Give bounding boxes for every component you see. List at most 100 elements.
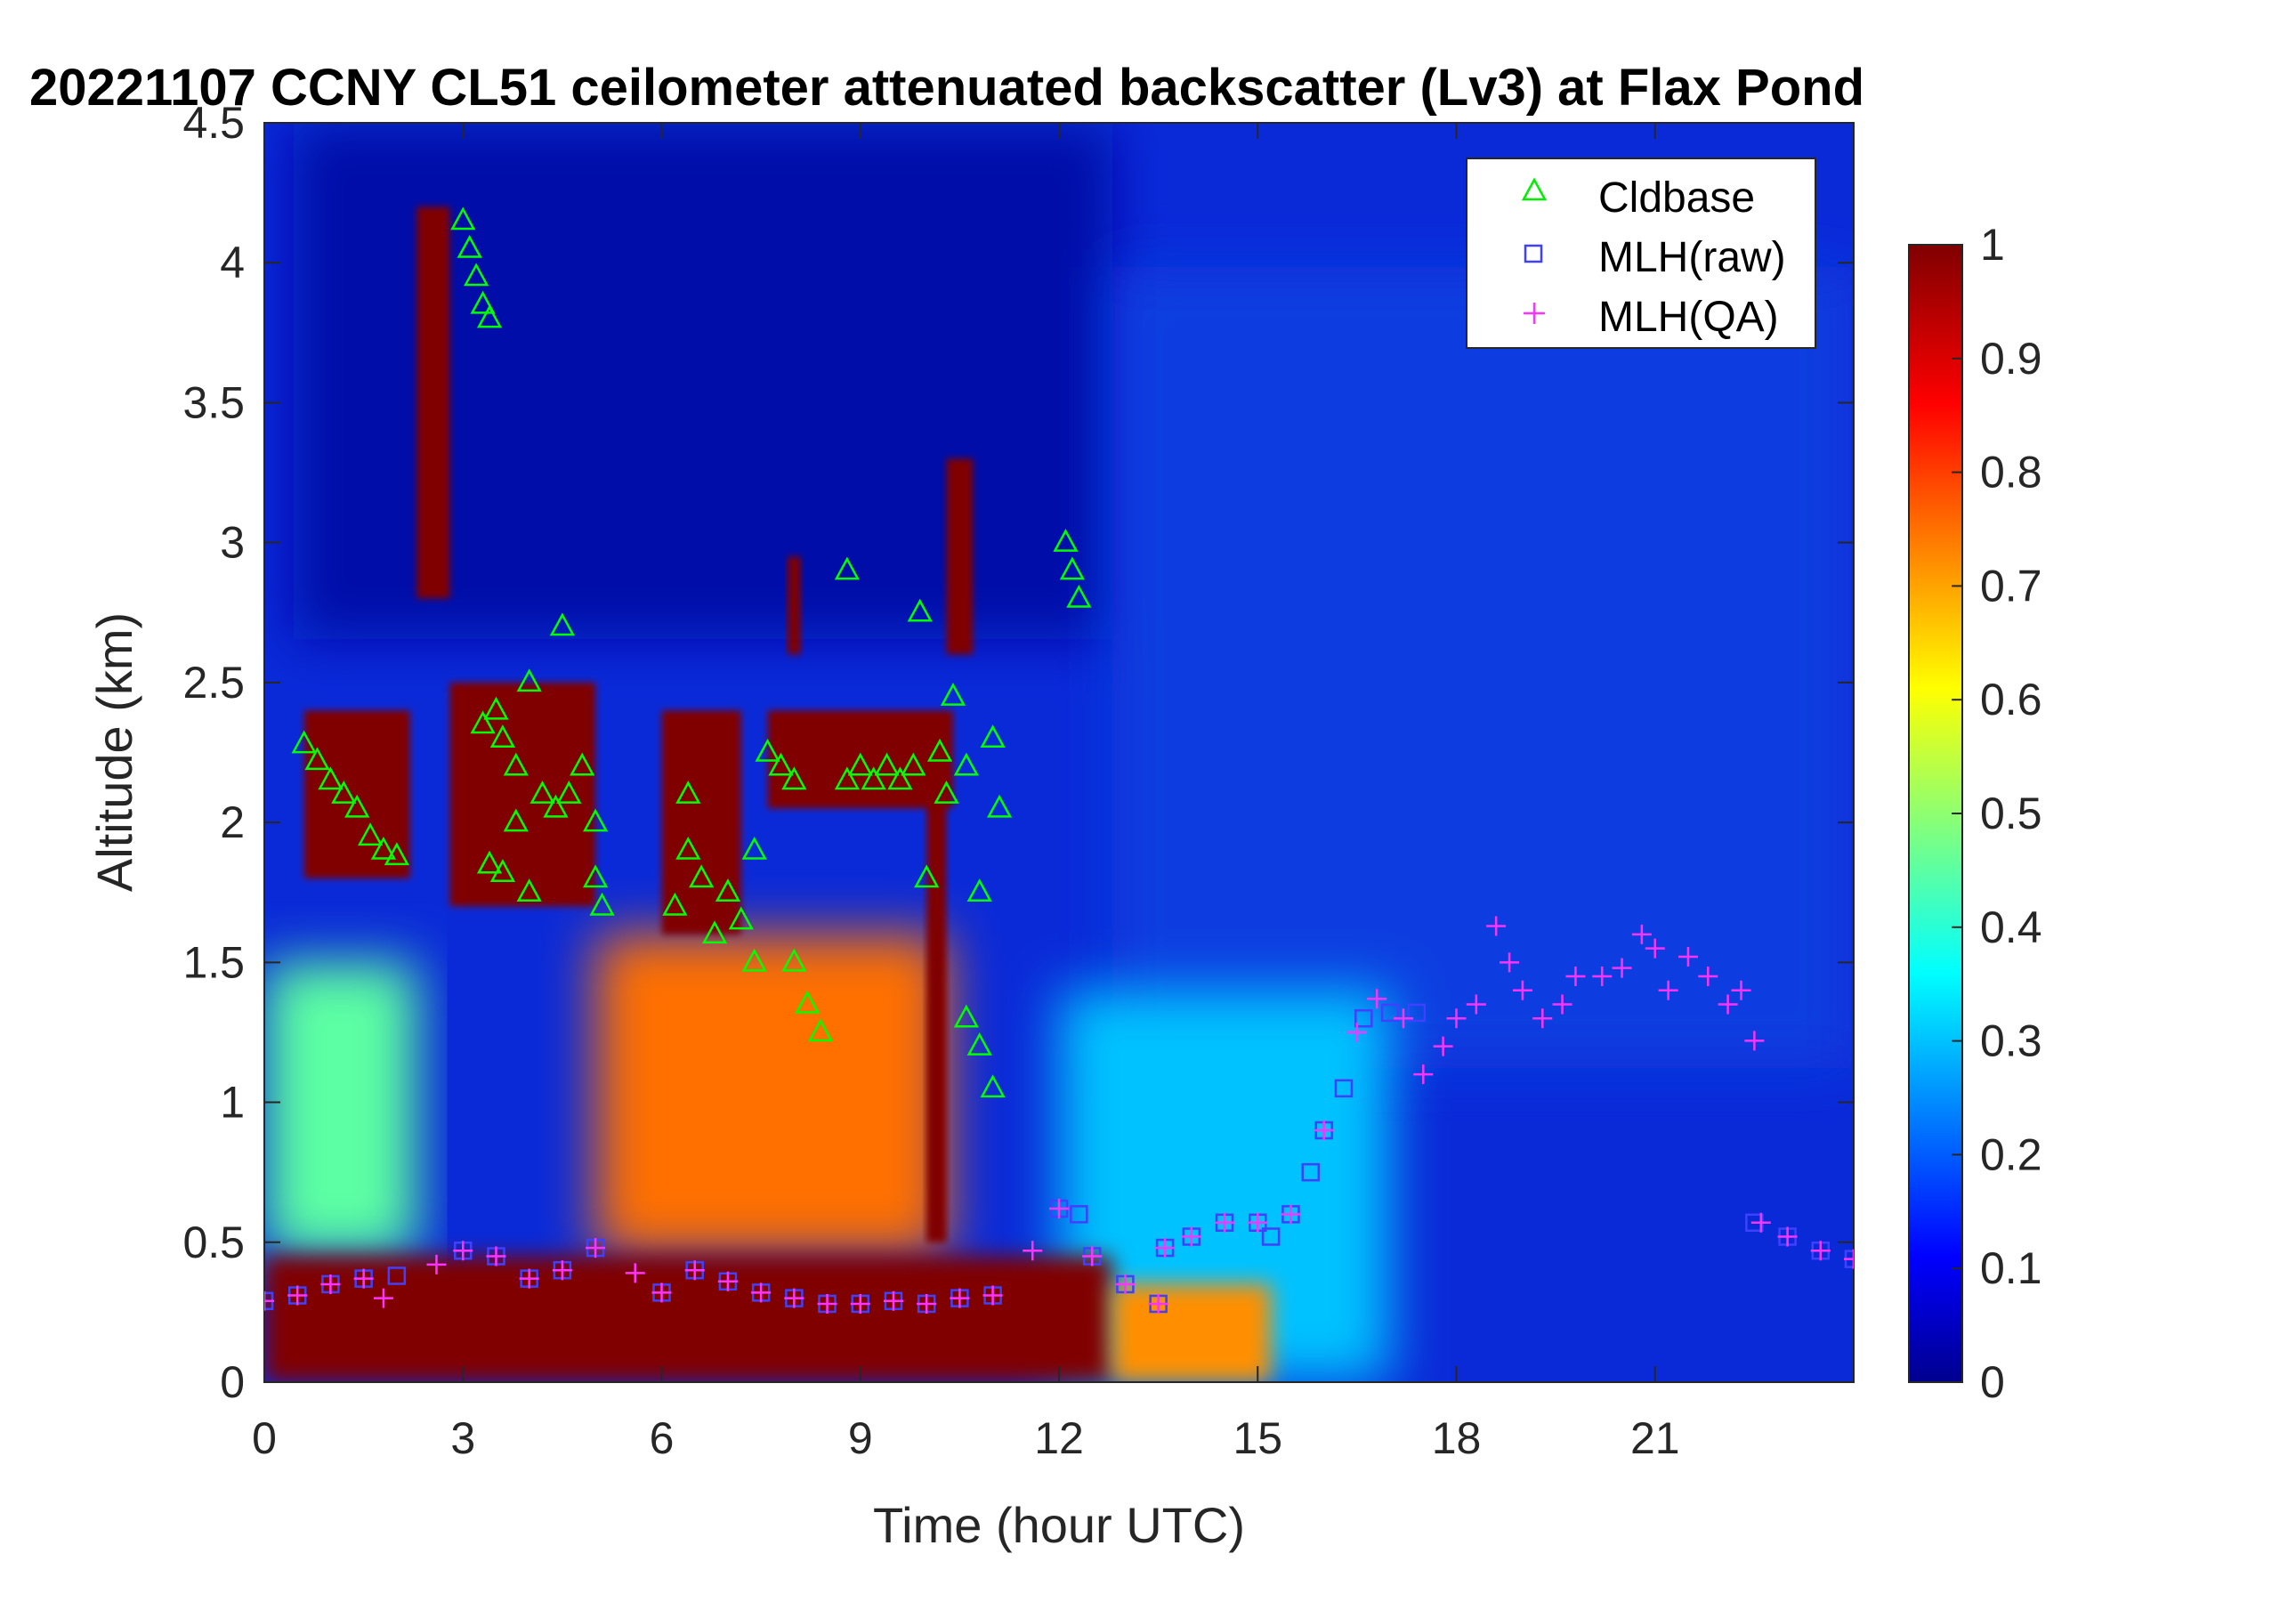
y-tick-label: 3.5 (182, 377, 245, 427)
mlh-qa-point (883, 1290, 903, 1311)
mlh-qa-point (850, 1293, 870, 1314)
mlh-qa-point (1552, 994, 1572, 1015)
y-axis-ticks: 0 0.5 1 1.5 2 2.5 3 3.5 4 4.5 (182, 98, 1854, 1407)
mlh-qa-point (1658, 980, 1678, 1000)
cldbase-point (470, 710, 496, 734)
cldbase-point (728, 906, 754, 930)
cldbase-point (755, 738, 780, 762)
cldbase-point (689, 864, 715, 888)
cldbase-point (675, 836, 701, 860)
mlh-qa-point (373, 1288, 393, 1308)
colorbar-tick-label: 0.5 (1980, 789, 2042, 838)
mlh-qa-point (1718, 994, 1738, 1015)
cldbase-point (530, 781, 555, 804)
cldbase-point (457, 234, 482, 258)
cldbase-point (980, 724, 1006, 748)
x-axis-ticks: 0 3 6 9 12 15 18 21 (252, 123, 1680, 1463)
cldbase-point (470, 290, 496, 314)
mlh-qa-point (287, 1285, 308, 1306)
backscatter-aerosol-11 (595, 934, 947, 1257)
mlh-qa-point (1565, 967, 1586, 987)
cldbase-point (795, 990, 821, 1014)
y-tick-label: 1 (220, 1078, 245, 1128)
mlh-qa-point (1413, 1064, 1434, 1085)
y-tick-label: 2.5 (182, 658, 245, 708)
backscatter-cloud-6 (767, 710, 953, 809)
cldbase-point (834, 556, 860, 580)
mlh-qa-point (982, 1285, 1003, 1306)
mlh-qa-point (519, 1268, 539, 1289)
mlh-qa-point (1750, 1212, 1771, 1233)
cldbase-point (966, 1032, 992, 1056)
mlh-raw-point (387, 1266, 407, 1285)
cldbase-point (847, 752, 873, 776)
mlh-qa-point (1049, 1199, 1069, 1219)
cldbase-point (834, 766, 860, 790)
marker-series (264, 206, 1854, 1314)
mlh-qa-point (1155, 1238, 1176, 1258)
y-axis-label: Altitude (km) (86, 612, 142, 892)
cldbase-point (701, 920, 728, 944)
mlh-qa-point (1810, 1241, 1831, 1261)
mlh-raw-point (1334, 1079, 1354, 1098)
y-tick-label: 3 (220, 518, 245, 568)
x-axis-label: Time (hour UTC) (873, 1497, 1245, 1553)
legend-mlh-raw-label: MLH(raw) (1598, 234, 1786, 281)
cldbase-point (926, 738, 953, 762)
colorbar-tick-label: 0.4 (1980, 902, 2042, 952)
mlh-qa-point (426, 1254, 447, 1274)
cldbase-point (489, 724, 516, 748)
legend-box (1466, 158, 1816, 349)
cldbase-point (556, 781, 582, 804)
mlh-qa-point (1777, 1226, 1798, 1247)
cldbase-point (318, 766, 344, 790)
cldbase-point (953, 752, 979, 776)
cldbase-point (370, 836, 397, 860)
mlh-raw-point (1380, 1003, 1400, 1023)
mlh-qa-point (1082, 1246, 1103, 1266)
mlh-raw-point (1070, 1205, 1088, 1224)
x-tick-label: 15 (1233, 1413, 1282, 1463)
x-tick-label: 21 (1630, 1413, 1680, 1463)
mlh-qa-point (1744, 1031, 1765, 1051)
cldbase-point (768, 752, 794, 776)
x-tick-label: 9 (848, 1413, 873, 1463)
mlh-qa-point (1346, 1022, 1367, 1042)
mlh-qa-point (817, 1293, 837, 1314)
colorbar-tick-label: 0.1 (1980, 1243, 2042, 1293)
cldbase-point (543, 794, 569, 818)
mlh-qa-point (1148, 1293, 1168, 1314)
mlh-qa-point (717, 1271, 738, 1291)
mlh-qa-point (264, 1290, 274, 1311)
legend-cldbase-label: Cldbase (1598, 174, 1755, 222)
mlh-qa-point (784, 1288, 804, 1308)
legend: Cldbase MLH(raw) MLH(QA) (1466, 158, 1816, 349)
cldbase-point (675, 781, 701, 804)
mlh-qa-point (1023, 1241, 1043, 1261)
cldbase-point (589, 892, 615, 916)
colorbar-tick-label: 0.8 (1980, 448, 2042, 498)
cldbase-point (781, 766, 807, 790)
mlh-qa-point (684, 1260, 705, 1281)
backscatter-cloud-7 (787, 556, 801, 655)
mlh-qa-point (1486, 916, 1507, 936)
cldbase-point (357, 822, 384, 846)
heatmap-upper-dark-band (294, 123, 1112, 639)
cldbase-point (549, 612, 575, 636)
mlh-qa-point (1281, 1204, 1301, 1225)
colorbar-ticks: 0 0.1 0.2 0.3 0.4 0.5 0.6 0.7 0.8 0.9 1 (1952, 220, 2042, 1407)
mlh-qa-point (751, 1282, 772, 1303)
cldbase-point (304, 747, 330, 771)
cldbase-point (914, 864, 940, 888)
mlh-qa-point (1367, 989, 1387, 1009)
cldbase-point (874, 752, 900, 776)
cldbase-point (934, 781, 959, 804)
mlh-qa-point (1731, 980, 1751, 1000)
colorbar-tick-label: 0.2 (1980, 1129, 2042, 1179)
colorbar-tick-label: 0.3 (1980, 1016, 2042, 1066)
cldbase-point (464, 263, 489, 287)
mlh-raw-point (1407, 1003, 1427, 1023)
cldbase-point (344, 794, 370, 818)
colorbar-tick-label: 0.7 (1980, 561, 2042, 611)
cldbase-point (986, 794, 1013, 818)
